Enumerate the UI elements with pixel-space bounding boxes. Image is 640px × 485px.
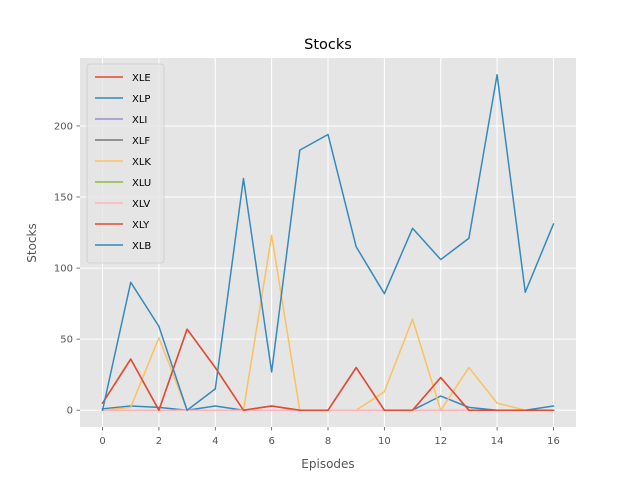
legend-label-xlp: XLP bbox=[132, 94, 150, 105]
x-tick-label: 10 bbox=[378, 436, 391, 447]
x-axis-label: Episodes bbox=[301, 457, 354, 471]
x-tick-label: 16 bbox=[547, 436, 560, 447]
x-tick-label: 14 bbox=[491, 436, 504, 447]
legend-label-xlu: XLU bbox=[132, 178, 151, 189]
legend-label-xlb: XLB bbox=[132, 241, 151, 252]
x-tick-label: 0 bbox=[99, 436, 105, 447]
chart-title: Stocks bbox=[304, 37, 352, 53]
tick-layer: 0 2 4 6 8 10 12 14 16 0 50 100 150 200 bbox=[54, 121, 560, 447]
legend-label-xli: XLI bbox=[132, 115, 147, 126]
y-tick-label: 50 bbox=[60, 335, 73, 346]
legend-frame bbox=[86, 63, 165, 264]
series-line-xlb bbox=[101, 74, 555, 412]
legend-label-xlk: XLK bbox=[132, 157, 151, 168]
y-tick-label: 200 bbox=[54, 121, 73, 132]
series-layer bbox=[101, 74, 555, 412]
x-tick-label: 12 bbox=[434, 436, 447, 447]
y-tick-label: 100 bbox=[54, 264, 73, 275]
x-tick-label: 4 bbox=[212, 436, 218, 447]
x-tick-label: 6 bbox=[268, 436, 274, 447]
legend-label-xlv: XLV bbox=[132, 199, 150, 210]
legend-label-xly: XLY bbox=[132, 220, 150, 231]
legend: XLE XLP XLI XLF XLK XLU XLV XLY XLB bbox=[86, 63, 165, 264]
series-line-xly bbox=[101, 328, 555, 411]
y-tick-label: 0 bbox=[67, 406, 73, 417]
y-tick-label: 150 bbox=[54, 193, 73, 204]
legend-label-xlf: XLF bbox=[132, 136, 150, 147]
x-tick-label: 8 bbox=[325, 436, 331, 447]
legend-label-xle: XLE bbox=[132, 73, 151, 84]
y-axis-label: Stocks bbox=[25, 223, 39, 262]
x-tick-label: 2 bbox=[156, 436, 162, 447]
